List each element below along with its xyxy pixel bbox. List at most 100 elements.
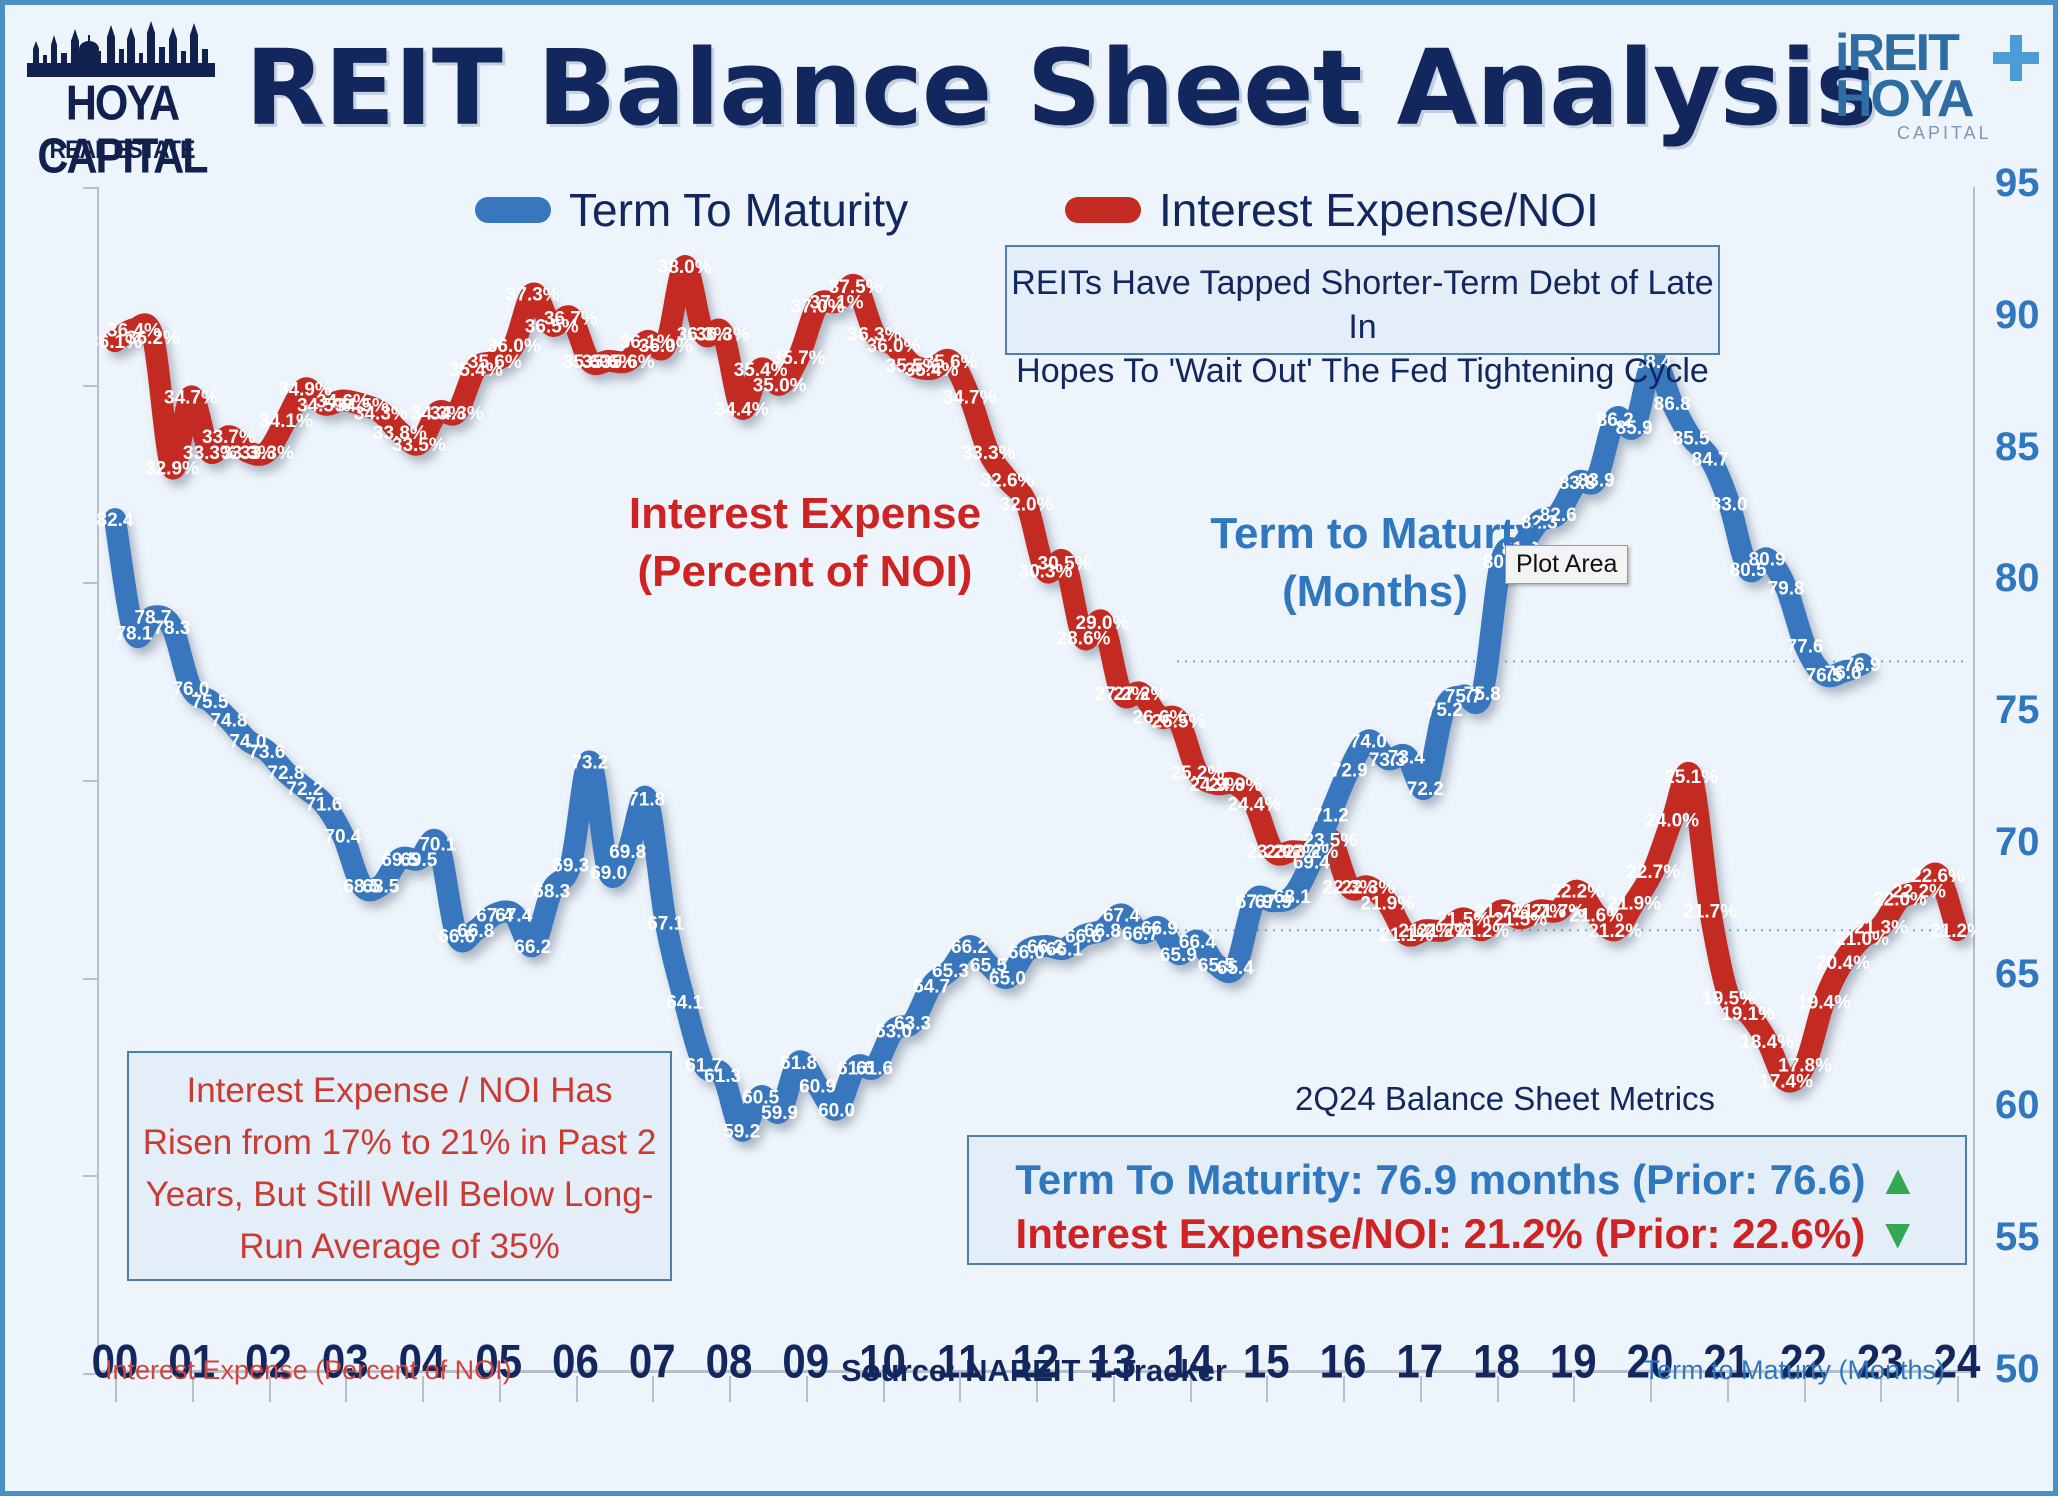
svg-text:23.2%: 23.2% bbox=[1246, 842, 1300, 863]
svg-text:86.2: 86.2 bbox=[1597, 410, 1634, 431]
svg-text:73.2: 73.2 bbox=[571, 753, 608, 774]
svg-text:35.4%: 35.4% bbox=[905, 360, 959, 381]
svg-text:60.0: 60.0 bbox=[818, 1100, 855, 1121]
svg-text:70.1: 70.1 bbox=[419, 834, 456, 855]
ireit-logo-line2: HOYA bbox=[1835, 70, 1974, 128]
svg-text:72.2: 72.2 bbox=[286, 779, 323, 800]
svg-text:25.1%: 25.1% bbox=[1664, 767, 1718, 788]
svg-text:33.3%: 33.3% bbox=[240, 443, 294, 464]
legend-item-interest-expense[interactable]: Interest Expense/NOI bbox=[1065, 183, 1599, 237]
x-axis-tickmark bbox=[575, 1376, 578, 1402]
svg-text:88.4: 88.4 bbox=[1635, 352, 1672, 373]
svg-text:65.0: 65.0 bbox=[989, 969, 1026, 990]
svg-text:35.7%: 35.7% bbox=[772, 348, 826, 369]
metric-ie-text: Interest Expense/NOI: 21.2% (Prior: 22.6… bbox=[1015, 1210, 1866, 1257]
x-axis-tickmark bbox=[1419, 1376, 1422, 1402]
x-axis-tickmark bbox=[1880, 1376, 1883, 1402]
svg-text:67.4: 67.4 bbox=[495, 905, 532, 926]
svg-text:21.0%: 21.0% bbox=[1835, 929, 1889, 950]
svg-text:69.5: 69.5 bbox=[381, 850, 418, 871]
left-axis-caption: Interest Expense (Percent of NOI) bbox=[105, 1355, 512, 1385]
svg-text:66.7: 66.7 bbox=[1122, 924, 1159, 945]
y-axis-left-tickmark bbox=[83, 977, 97, 980]
x-axis-tickmark bbox=[652, 1376, 655, 1402]
skyline-icon bbox=[27, 21, 215, 77]
svg-text:69.5: 69.5 bbox=[400, 850, 437, 871]
svg-text:36.4%: 36.4% bbox=[107, 320, 161, 341]
svg-text:24.0%: 24.0% bbox=[1645, 811, 1699, 832]
svg-text:33.3%: 33.3% bbox=[221, 443, 275, 464]
x-axis-tickmark bbox=[1112, 1376, 1115, 1402]
svg-text:75.5: 75.5 bbox=[191, 692, 228, 713]
svg-text:26.5%: 26.5% bbox=[1151, 712, 1205, 733]
svg-text:70.4: 70.4 bbox=[324, 826, 361, 847]
x-axis-tickmark bbox=[1726, 1376, 1729, 1402]
series-title-term-to-maturity: Term to Maturty (Months) bbox=[1165, 505, 1585, 621]
cross-icon bbox=[1993, 35, 2039, 81]
svg-text:61.7: 61.7 bbox=[685, 1056, 722, 1077]
svg-text:36.5%: 36.5% bbox=[525, 316, 579, 337]
svg-text:34.3%: 34.3% bbox=[411, 403, 465, 424]
svg-text:21.1%: 21.1% bbox=[1379, 925, 1433, 946]
header: HOYA CAPITAL REAL ESTATE REIT Balance Sh… bbox=[5, 5, 2058, 183]
svg-text:32.0%: 32.0% bbox=[1000, 494, 1054, 515]
y-axis-right-tick: 90 bbox=[1995, 292, 2040, 337]
svg-text:73.3: 73.3 bbox=[1369, 750, 1406, 771]
y-axis-right-tick: 65 bbox=[1995, 951, 2040, 996]
y-axis-right-tick: 75 bbox=[1995, 688, 2040, 733]
svg-text:23.5%: 23.5% bbox=[1303, 830, 1357, 851]
svg-text:63.3: 63.3 bbox=[894, 1013, 931, 1034]
plot-area-tooltip: Plot Area bbox=[1505, 545, 1629, 584]
svg-text:32.6%: 32.6% bbox=[981, 471, 1035, 492]
x-axis-tickmark bbox=[268, 1376, 271, 1402]
svg-text:66.1: 66.1 bbox=[1046, 940, 1083, 961]
svg-text:35.0%: 35.0% bbox=[753, 376, 807, 397]
svg-text:34.3%: 34.3% bbox=[430, 403, 484, 424]
svg-text:36.0%: 36.0% bbox=[867, 336, 921, 357]
svg-text:21.3%: 21.3% bbox=[1854, 917, 1908, 938]
svg-text:34.5%: 34.5% bbox=[297, 395, 351, 416]
plot-area[interactable]: 36.1%36.4%36.2%32.9%34.7%33.3%33.7%33.3%… bbox=[97, 187, 1975, 1373]
x-axis-tickmark bbox=[1573, 1376, 1576, 1402]
svg-text:22.3%: 22.3% bbox=[1322, 878, 1376, 899]
annotation-top-line2: Hopes To 'Wait Out' The Fed Tightening C… bbox=[1016, 352, 1709, 390]
svg-text:63.0: 63.0 bbox=[875, 1021, 912, 1042]
svg-text:24.4%: 24.4% bbox=[1227, 795, 1281, 816]
series-title-ie-line1: Interest Expense bbox=[628, 489, 982, 538]
metrics-title: 2Q24 Balance Sheet Metrics bbox=[1294, 1080, 1716, 1117]
svg-text:26.6%: 26.6% bbox=[1132, 708, 1186, 729]
svg-text:35.6%: 35.6% bbox=[563, 352, 617, 373]
svg-text:34.4%: 34.4% bbox=[715, 399, 769, 420]
chart-canvas: 36.1%36.4%36.2%32.9%34.7%33.3%33.7%33.3%… bbox=[97, 255, 1975, 1143]
arrow-up-icon: ▲ bbox=[1877, 1156, 1919, 1203]
svg-text:21.9%: 21.9% bbox=[1360, 894, 1414, 915]
series-title-interest-expense: Interest Expense (Percent of NOI) bbox=[605, 485, 1005, 601]
svg-text:76.0: 76.0 bbox=[172, 679, 209, 700]
svg-text:65.4: 65.4 bbox=[1217, 958, 1254, 979]
svg-text:75.7: 75.7 bbox=[1445, 687, 1482, 708]
legend-label-interest-expense: Interest Expense/NOI bbox=[1159, 184, 1599, 236]
legend-swatch-blue-icon bbox=[475, 197, 551, 223]
svg-text:85.5: 85.5 bbox=[1673, 428, 1710, 449]
svg-text:71.8: 71.8 bbox=[628, 789, 665, 810]
legend-item-term-to-maturity[interactable]: Term To Maturity bbox=[475, 183, 908, 237]
svg-text:80.5: 80.5 bbox=[1730, 560, 1767, 581]
annotation-left-line4: Run Average of 35% bbox=[239, 1227, 560, 1266]
svg-text:36.1%: 36.1% bbox=[620, 332, 674, 353]
x-axis-tickmark bbox=[115, 1376, 117, 1402]
y-axis-left-tickmark bbox=[83, 582, 97, 585]
svg-text:71.2: 71.2 bbox=[1312, 805, 1349, 826]
svg-text:74.8: 74.8 bbox=[210, 710, 247, 731]
x-axis-tickmark bbox=[345, 1376, 348, 1402]
svg-text:30.5%: 30.5% bbox=[1038, 554, 1092, 575]
svg-text:22.0%: 22.0% bbox=[1873, 890, 1927, 911]
svg-text:37.5%: 37.5% bbox=[829, 277, 883, 298]
annotation-left-line3: Years, But Still Well Below Long- bbox=[145, 1175, 654, 1214]
svg-text:68.5: 68.5 bbox=[362, 876, 399, 897]
source-caption: Source: NAREIT T-Tracker bbox=[841, 1353, 1227, 1388]
svg-text:83.8: 83.8 bbox=[1559, 473, 1596, 494]
arrow-down-icon: ▼ bbox=[1876, 1210, 1919, 1257]
svg-text:24.9%: 24.9% bbox=[1208, 775, 1262, 796]
svg-text:37.0%: 37.0% bbox=[791, 297, 845, 318]
x-axis-tickmark bbox=[498, 1376, 501, 1402]
